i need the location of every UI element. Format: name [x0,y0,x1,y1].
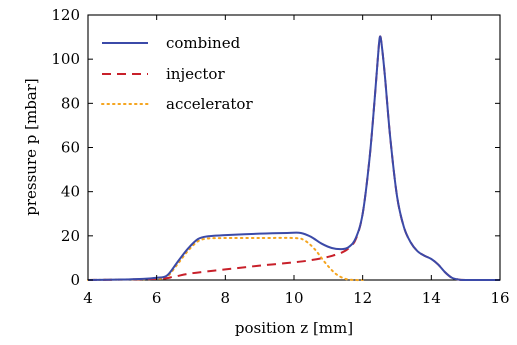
x-tick-label: 16 [490,289,509,307]
x-tick-label: 10 [284,289,303,307]
y-tick-label: 80 [61,94,80,112]
series-line-accelerator [87,236,364,282]
tick-marks [87,14,501,281]
series-line-injector [87,35,501,282]
x-tick-labels: 4 6 8 10 12 14 16 [83,289,509,307]
y-tick-label: 0 [70,271,80,289]
x-tick-label: 4 [83,289,93,307]
y-tick-label: 20 [61,227,80,245]
legend-label-combined: combined [166,34,241,52]
plot-area [87,14,501,282]
x-tick-label: 12 [353,289,372,307]
x-tick-label: 8 [221,289,231,307]
y-axis-label: pressure p [mbar] [22,78,40,216]
series-layer [87,35,501,282]
y-tick-label: 100 [51,50,80,68]
x-tick-label: 6 [152,289,162,307]
y-tick-label: 120 [51,6,80,24]
y-tick-label: 40 [61,183,80,201]
legend-label-injector: injector [166,65,225,83]
y-tick-labels: 0 20 40 60 80 100 120 [51,6,80,289]
plot-frame [87,14,501,281]
legend: combined injector accelerator [101,34,253,113]
legend-label-accelerator: accelerator [166,95,253,113]
y-tick-label: 60 [61,139,80,157]
x-axis-label: position z [mm] [235,319,353,337]
x-tick-label: 14 [422,289,441,307]
series-line-combined [87,35,501,282]
